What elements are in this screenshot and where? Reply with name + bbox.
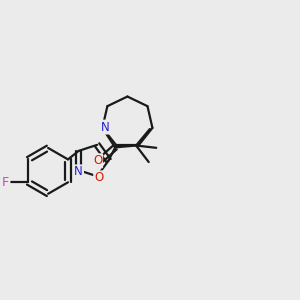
Text: F: F (2, 176, 9, 189)
Text: N: N (100, 121, 109, 134)
Text: O: O (93, 154, 102, 167)
Text: O: O (94, 171, 104, 184)
Text: N: N (74, 165, 83, 178)
